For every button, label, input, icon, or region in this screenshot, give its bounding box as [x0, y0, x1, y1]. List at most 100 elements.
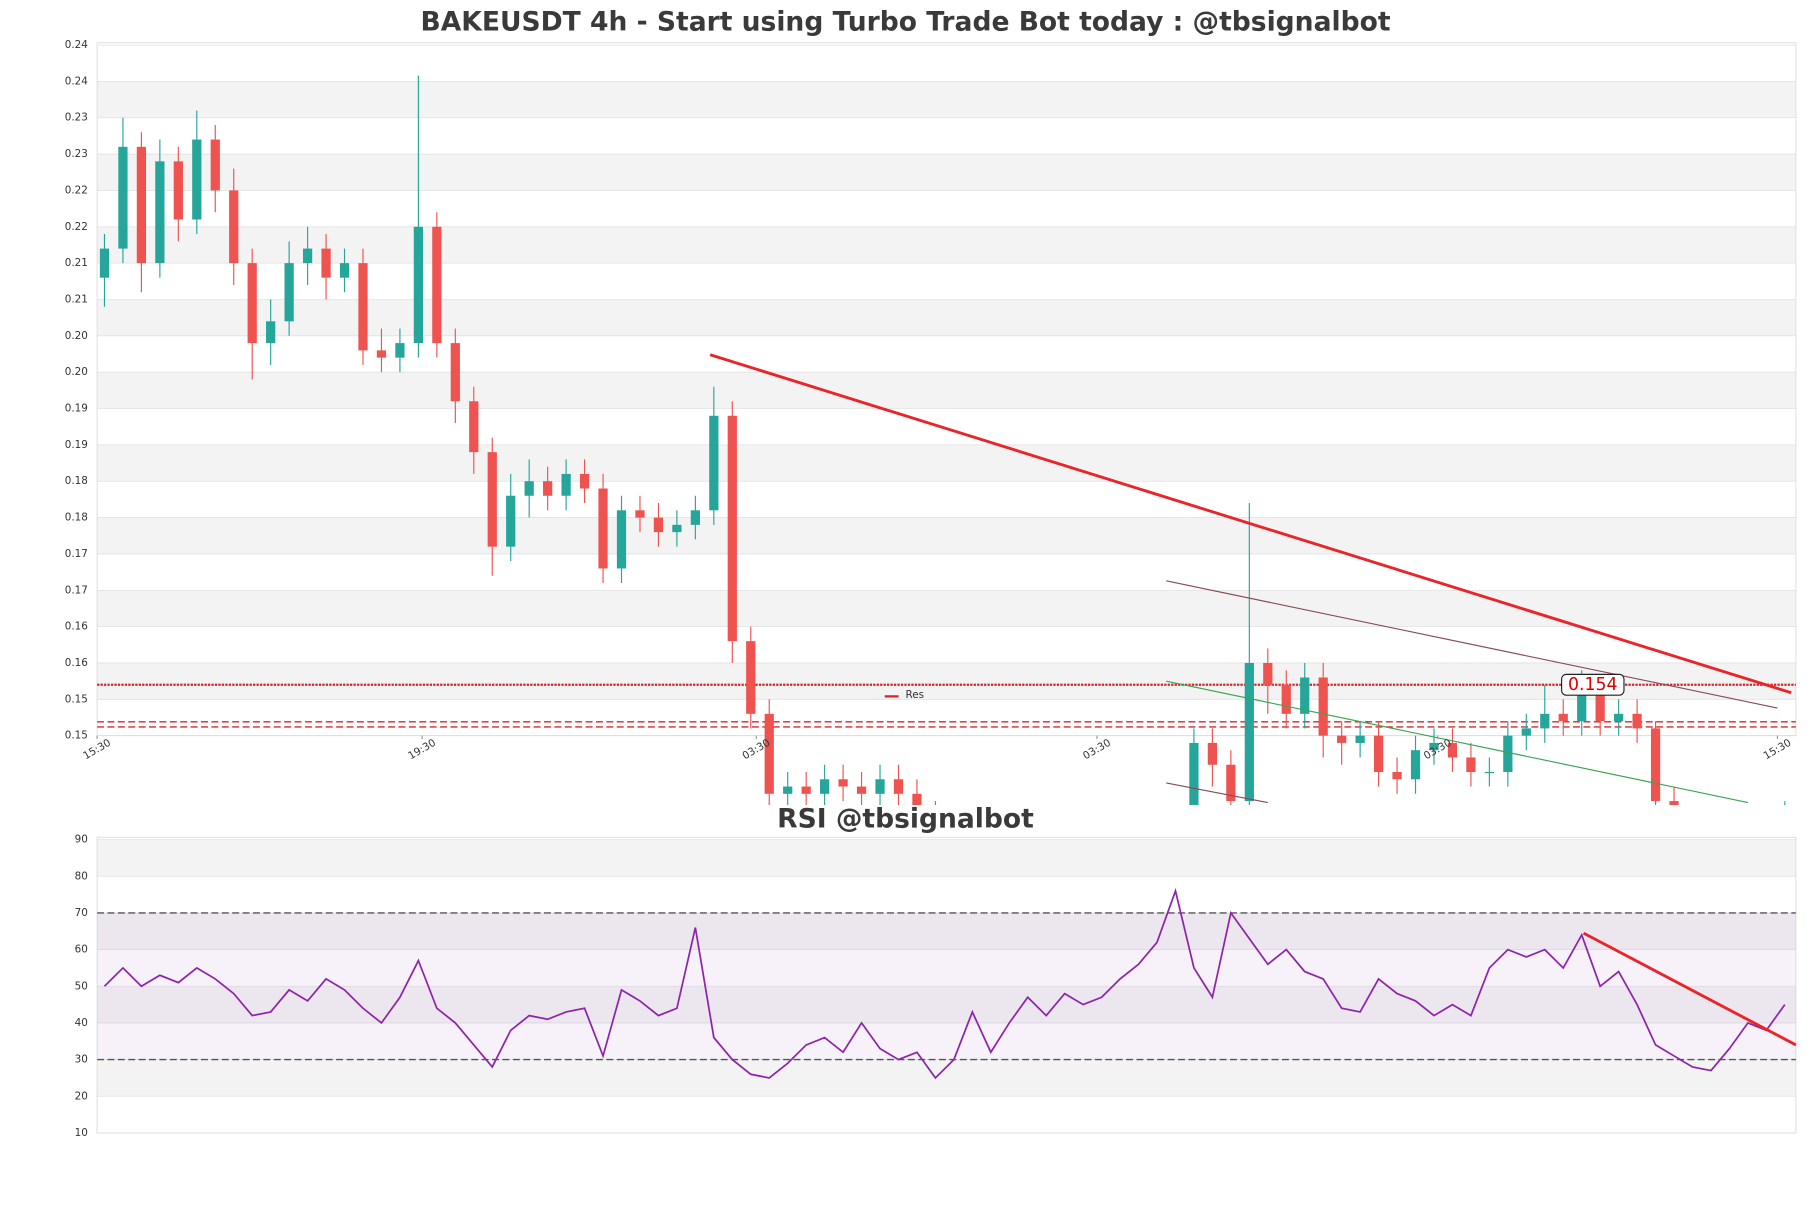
candle-body: [875, 779, 885, 794]
candle-body: [1373, 735, 1384, 773]
candle-body: [672, 524, 682, 533]
grid-band: [97, 299, 1796, 336]
y-tick-label: 0.16: [65, 621, 88, 633]
candle-body: [136, 146, 147, 264]
candle-body: [820, 779, 830, 794]
candle-body: [432, 226, 442, 344]
trend-line: [1166, 680, 1749, 804]
candle-body: [764, 713, 774, 794]
candle-body: [1318, 677, 1328, 736]
candle-body: [1300, 677, 1310, 714]
y-tick-label: 0.19: [65, 439, 88, 451]
y-tick-label: 80: [75, 870, 88, 882]
candle-body: [635, 510, 645, 518]
candle-body: [376, 350, 387, 358]
y-tick-label: 60: [75, 944, 88, 956]
candle-body: [1392, 772, 1402, 780]
rsi-zone: [97, 912, 1796, 1060]
y-tick-label: 0.16: [65, 657, 88, 669]
candle-body: [1447, 742, 1458, 758]
candle-body: [524, 481, 534, 496]
chart-title: BAKEUSDT 4h - Start using Turbo Trade Bo…: [420, 7, 1390, 38]
candle-body: [1484, 772, 1495, 774]
candle-body: [598, 488, 608, 569]
y-tick-label: 20: [75, 1090, 88, 1102]
candle-body: [229, 190, 239, 264]
candle-body: [1207, 742, 1218, 765]
annotation-box: [1561, 673, 1625, 696]
candle-body: [155, 161, 165, 264]
plot-frame: [96, 836, 1797, 1134]
plot-area: [97, 75, 1796, 805]
y-tick-label: 40: [75, 1017, 88, 1029]
price-panel: 0.15 0.15 0.16 0.16 0.17 0.17 0.18 0.18 0.19 0.19…: [65, 39, 1797, 805]
candle-body: [1226, 764, 1236, 802]
candle-body: [173, 161, 183, 220]
candle-body: [1429, 742, 1439, 751]
rsi-title: RSI @tbsignalbot: [777, 803, 1034, 834]
grid-band: [97, 81, 1796, 118]
y-tick-label: 90: [75, 834, 88, 846]
candle-body: [801, 786, 811, 794]
candle-body: [543, 481, 553, 496]
candle-body: [1355, 735, 1365, 743]
candle-body: [1577, 692, 1587, 722]
candle-body: [413, 226, 424, 344]
candle-body: [302, 248, 313, 264]
candle-body: [783, 786, 793, 794]
candle-body: [709, 415, 719, 511]
rsi-line: [103, 887, 1786, 1080]
grid-band: [97, 444, 1796, 482]
grid-band: [97, 590, 1796, 627]
y-tick-label: 0.23: [65, 112, 88, 124]
y-tick-label: 50: [75, 980, 88, 992]
grid-band: [97, 912, 1796, 950]
candle-body: [727, 415, 737, 642]
y-tick-label: 10: [75, 1127, 88, 1139]
candle-body: [653, 517, 664, 533]
y-tick-label: 0.17: [65, 548, 88, 560]
candle-body: [1614, 713, 1624, 722]
candle-body: [1503, 735, 1513, 773]
y-tick-label: 0.24: [65, 75, 88, 87]
y-tick-label: 0.20: [65, 366, 88, 378]
plot-area: [97, 887, 1796, 1080]
candle-body: [561, 473, 571, 496]
y-tick-label: 0.18: [65, 475, 88, 487]
y-tick-label: 0.24: [65, 39, 88, 51]
candle-body: [1540, 713, 1550, 729]
candle-body: [1595, 692, 1605, 722]
candle-body: [1558, 713, 1568, 722]
candle-body: [469, 401, 479, 453]
candle-body: [339, 263, 350, 278]
candle-body: [1669, 801, 1679, 805]
candle-body: [358, 263, 368, 351]
candle-body: [395, 343, 405, 358]
candle-body: [893, 779, 904, 794]
candle-body: [99, 248, 110, 278]
y-tick-label: 0.15: [65, 730, 88, 742]
y-tick-label: 0.22: [65, 184, 88, 196]
grid-band: [97, 154, 1796, 191]
candle-body: [210, 139, 220, 191]
y-tick-label: 70: [75, 907, 88, 919]
y-tick-label: 0.18: [65, 512, 88, 524]
candle-body: [321, 248, 331, 278]
candle-body: [1632, 713, 1642, 729]
plot-frame: [96, 42, 1797, 737]
candle-body: [118, 146, 128, 249]
trend-line: [1582, 931, 1797, 1047]
candle-body: [450, 343, 460, 402]
candle-body: [579, 473, 590, 489]
y-tick-label: 0.15: [65, 693, 88, 705]
candle-body: [266, 321, 276, 344]
legend-label: Res: [906, 689, 925, 701]
candle-body: [192, 139, 202, 220]
y-tick-label: 0.21: [65, 293, 88, 305]
candle-body: [1263, 662, 1273, 685]
grid-band: [97, 986, 1796, 1023]
y-tick-label: 0.23: [65, 148, 88, 160]
grid-band: [97, 662, 1796, 700]
